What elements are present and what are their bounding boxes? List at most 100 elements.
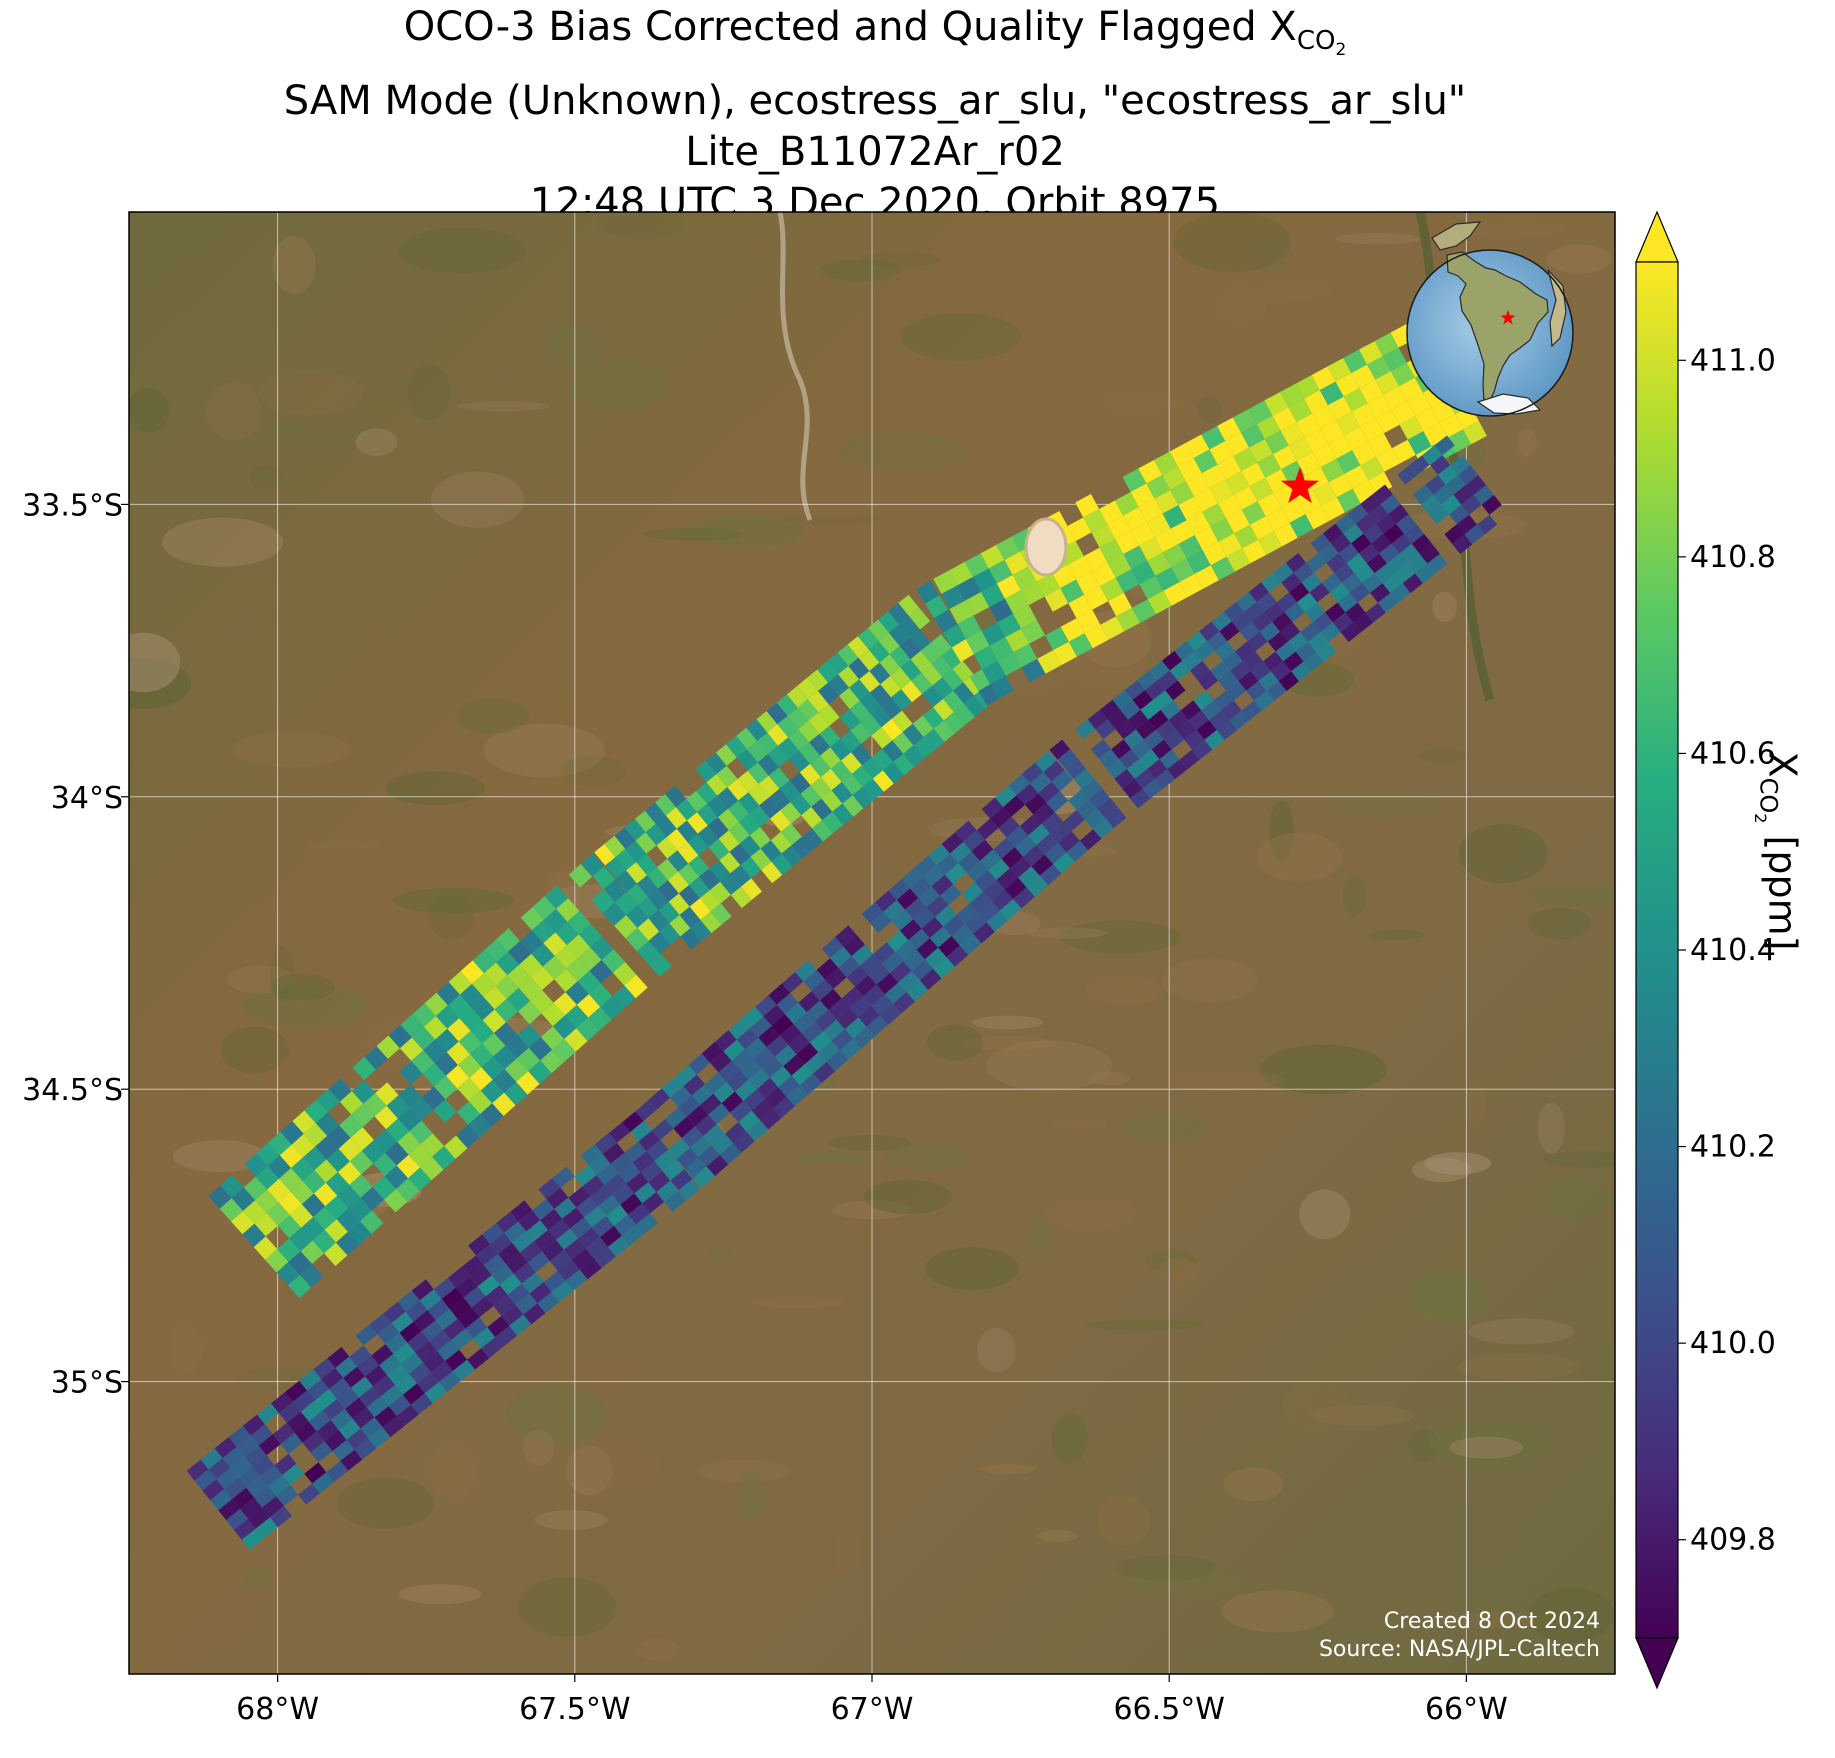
sounding-cell [1091,739,1112,759]
terrain-patch [864,1180,953,1214]
sounding-cell [815,1010,837,1032]
sounding-cell [542,955,567,980]
sounding-cell [415,1341,438,1363]
sounding-cell [1291,661,1312,682]
sounding-cell [1169,443,1194,467]
sounding-cell [568,864,593,888]
sounding-cell [585,1237,608,1259]
sounding-cell [224,1477,247,1499]
sounding-cell [909,607,931,630]
sounding-cell [1464,524,1485,545]
sounding-cell [1258,671,1279,691]
sounding-cell [868,619,889,642]
sounding-cell [1176,720,1197,740]
sounding-cell [728,822,750,844]
sounding-cell [480,1079,505,1104]
sounding-cell [588,1006,612,1031]
sounding-cell [1138,498,1163,523]
sounding-cell [757,732,779,755]
terrain-patch [1458,824,1548,884]
sounding-cell [615,848,637,871]
sounding-cell [915,855,937,877]
sounding-cell [512,1231,535,1253]
sounding-cell [778,737,800,759]
sounding-cell [256,1142,280,1166]
sounding-cell [1352,441,1377,466]
sounding-cell [604,835,626,858]
terrain-patch [708,1243,732,1265]
sounding-cell [1280,422,1305,446]
sounding-cell [1081,778,1103,799]
sounding-cell [385,1142,409,1166]
sounding-cell [496,928,520,952]
sounding-cell [1013,643,1038,668]
terrain-patch [221,1026,289,1074]
sounding-cell [1224,601,1245,622]
sounding-cell [1289,514,1314,538]
sounding-cell [933,698,954,721]
sounding-cell [1234,524,1259,549]
sounding-cell [1169,660,1191,681]
sounding-cell [1304,602,1326,623]
sounding-cell [313,1206,337,1230]
sounding-cell [520,1241,542,1263]
sounding-cell [1254,690,1275,711]
sounding-cell [632,1151,655,1173]
sounding-cell [910,650,932,673]
sounding-cell [238,1466,261,1488]
terrain-patch [1090,1071,1131,1086]
sounding-cell [1437,465,1459,485]
sounding-cell [246,1476,269,1498]
sounding-cell [1265,507,1290,532]
sounding-cell [900,919,922,941]
sounding-cell [850,996,872,1018]
sounding-cell [607,1235,630,1257]
sounding-cell [783,1054,805,1076]
sounding-cell [1360,494,1381,514]
sounding-cell [989,598,1013,623]
sounding-cell [1147,759,1168,779]
sounding-cell [933,720,955,742]
sounding-cell [1329,582,1350,603]
x-tick-label: 68°W [236,1692,319,1727]
sounding-cell [1305,505,1330,530]
sounding-cell [705,1072,727,1094]
sounding-cell [308,1410,331,1432]
sounding-cell [277,1238,301,1262]
sounding-cell [543,1270,566,1292]
sounding-cell [578,1227,600,1249]
sounding-cell [423,1351,446,1373]
sounding-cell [469,1265,492,1287]
sounding-cell [1327,358,1352,382]
sounding-cell [436,981,460,1006]
sounding-cell [888,603,910,625]
terrain-patch [1197,396,1223,424]
sounding-cell [313,1358,336,1380]
sounding-cell [1296,413,1321,438]
sounding-cell [1349,582,1371,603]
sounding-cell [314,1159,338,1183]
terrain-patch [1145,1249,1197,1273]
sounding-cell [218,1499,241,1521]
sounding-cell [253,1236,278,1260]
sounding-cell [750,1016,772,1038]
sounding-cell [350,1127,374,1151]
sounding-cell [1222,651,1243,671]
sounding-cell [409,1120,433,1145]
sounding-cell [348,1221,372,1245]
sounding-cell [1312,612,1333,632]
sounding-cell [986,910,1009,932]
sounding-cell [407,1331,430,1353]
sounding-cell [315,1135,339,1160]
sounding-cell [576,1196,599,1218]
sounding-cell [1226,509,1250,534]
sounding-cell [668,1138,690,1160]
sounding-cell [686,1105,709,1127]
sounding-cell [788,729,810,751]
sounding-cell [321,1368,344,1390]
sounding-cell [456,1124,480,1149]
terrain-patch [249,465,282,490]
terrain-patch [1115,1555,1219,1582]
sounding-cell [811,798,833,821]
